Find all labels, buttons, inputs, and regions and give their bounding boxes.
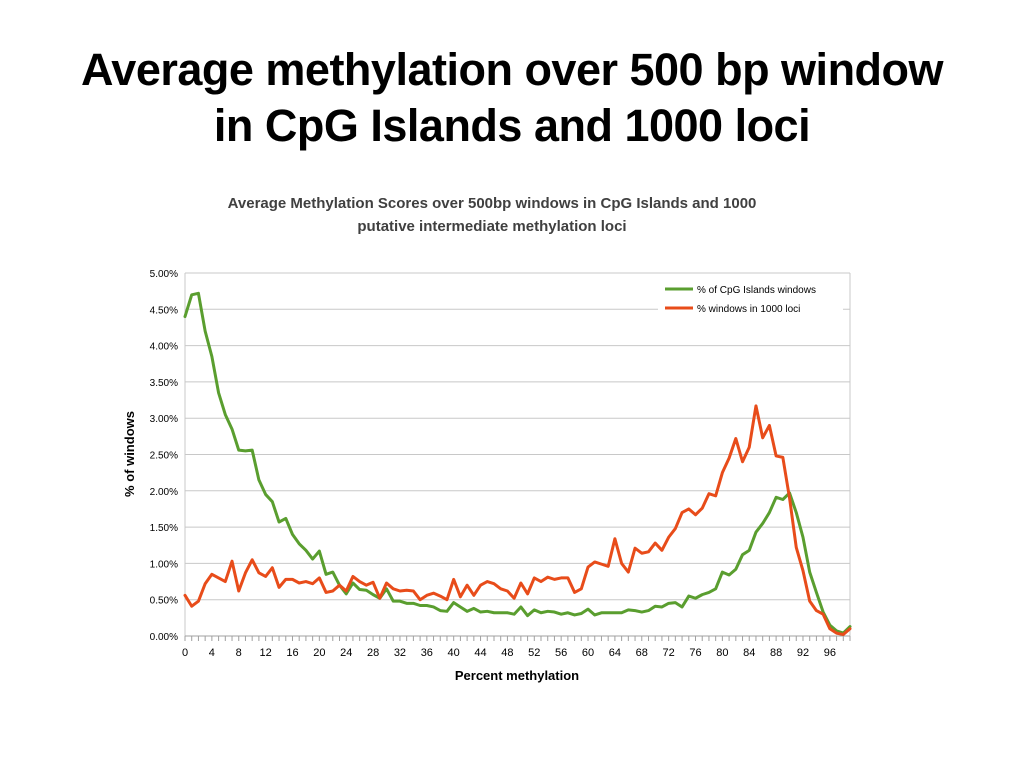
y-tick-label: 4.00%: [150, 342, 178, 353]
legend-label-1: % of CpG Islands windows: [697, 285, 816, 296]
x-tick-label: 96: [824, 647, 836, 659]
x-axis-ticks: 0 4 8 12 16 20 24 28 32 36 40 44 48 52 56 60 64 68 72 76 80 8…: [182, 636, 851, 659]
x-tick-label: 68: [636, 647, 648, 659]
y-tick-label: 4.50%: [150, 305, 178, 316]
x-axis-label: Percent methylation: [455, 668, 579, 683]
y-tick-label: 3.50%: [150, 378, 178, 389]
y-tick-label: 5.00%: [150, 269, 178, 280]
y-tick-label: 0.00%: [150, 632, 178, 643]
y-axis-label: % of windows: [122, 411, 137, 497]
x-tick-label: 24: [340, 647, 352, 659]
x-tick-label: 36: [421, 647, 433, 659]
legend-label-2: % windows in 1000 loci: [697, 304, 800, 315]
x-tick-label: 4: [209, 647, 215, 659]
slide-title-line-2: in CpG Islands and 1000 loci: [213, 100, 811, 151]
series-line-1: [183, 291, 852, 635]
x-tick-label: 32: [394, 647, 406, 659]
legend-background: [658, 279, 843, 319]
y-tick-label: 2.00%: [150, 487, 178, 498]
y-tick-label: 2.50%: [150, 451, 178, 462]
gridlines: [184, 272, 851, 637]
x-tick-label: 16: [286, 647, 298, 659]
x-tick-label: 88: [770, 647, 782, 659]
y-tick-label: 1.00%: [150, 559, 178, 570]
slide-title: Average methylation over 500 bp window i…: [0, 42, 1024, 154]
x-tick-label: 60: [582, 647, 594, 659]
y-tick-label: 1.50%: [150, 523, 178, 534]
y-tick-label: 3.00%: [150, 414, 178, 425]
x-tick-label: 56: [555, 647, 567, 659]
x-tick-label: 72: [663, 647, 675, 659]
x-tick-label: 44: [474, 647, 486, 659]
y-axis-ticks: 0.00% 0.50% 1.00% 1.50% 2.00% 2.50% 3.00% 3.50%…: [150, 269, 178, 643]
series-line-2: [183, 404, 852, 637]
y-tick-label: 0.50%: [150, 596, 178, 607]
x-tick-label: 76: [689, 647, 701, 659]
x-tick-label: 48: [501, 647, 513, 659]
x-tick-label: 0: [182, 647, 188, 659]
x-tick-label: 12: [259, 647, 271, 659]
x-tick-label: 20: [313, 647, 325, 659]
slide-title-line-1: Average methylation over 500 bp window: [80, 44, 944, 95]
x-tick-label: 40: [448, 647, 460, 659]
series-lines: [183, 291, 852, 637]
chart-title-line-1: Average Methylation Scores over 500bp wi…: [228, 195, 757, 212]
x-tick-label: 52: [528, 647, 540, 659]
legend: % of CpG Islands windows % windows in 100…: [658, 279, 843, 319]
chart-title-line-2: putative intermediate methylation loci: [357, 218, 626, 235]
x-tick-label: 64: [609, 647, 621, 659]
x-tick-label: 80: [716, 647, 728, 659]
x-tick-label: 84: [743, 647, 755, 659]
x-tick-label: 8: [236, 647, 242, 659]
x-tick-label: 28: [367, 647, 379, 659]
x-tick-label: 92: [797, 647, 809, 659]
